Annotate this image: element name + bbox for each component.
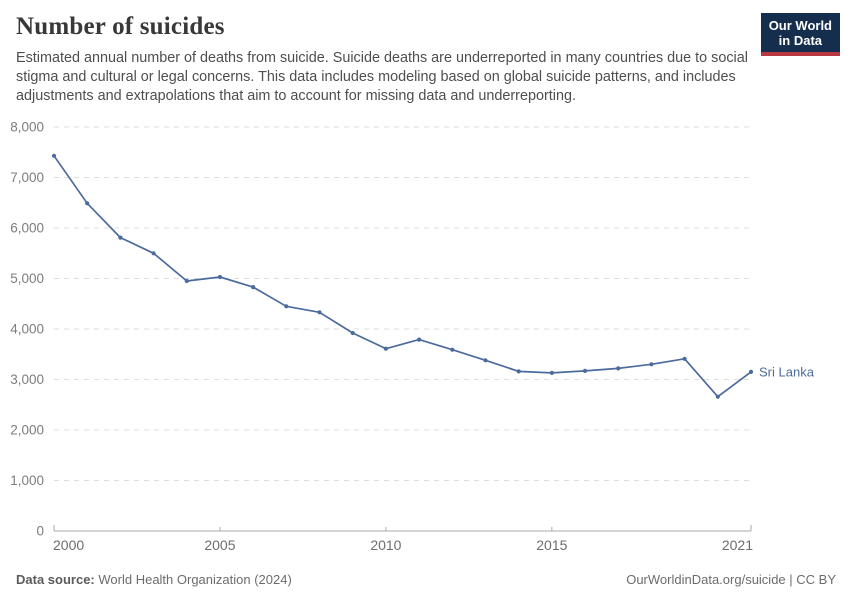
data-point[interactable] — [616, 366, 621, 371]
data-point[interactable] — [184, 278, 189, 284]
y-tick-label: 6,000 — [10, 221, 44, 236]
data-point[interactable] — [85, 201, 90, 206]
data-point[interactable] — [51, 153, 57, 158]
series-line-sri-lanka[interactable] — [53, 154, 752, 398]
owid-logo-line2: in Data — [778, 33, 823, 48]
data-point[interactable] — [450, 347, 455, 352]
chart-header: Number of suicides Estimated annual numb… — [16, 13, 750, 106]
owid-logo[interactable]: Our World in Data — [760, 13, 840, 56]
data-point[interactable] — [217, 274, 223, 280]
data-point[interactable] — [715, 394, 720, 399]
data-point[interactable] — [251, 285, 256, 290]
data-point[interactable] — [516, 369, 521, 374]
chart-subtitle: Estimated annual number of deaths from s… — [16, 50, 748, 104]
data-point[interactable] — [549, 370, 555, 375]
y-tick-label: 2,000 — [10, 423, 44, 438]
x-tick-label: 2021 — [722, 537, 753, 553]
data-point[interactable] — [483, 358, 488, 363]
x-tick-label: 2015 — [536, 537, 567, 553]
x-tick-label: 2005 — [204, 537, 235, 553]
x-tick-label: 2010 — [370, 537, 401, 553]
y-tick-label: 8,000 — [10, 120, 44, 135]
chart-area[interactable]: 0 1,000 2,000 3,000 4,000 5,000 6,000 7,000 8,00… — [0, 113, 850, 563]
y-tick-label: 4,000 — [10, 322, 44, 337]
data-source: Data source: World Health Organization (… — [16, 572, 292, 587]
data-point[interactable] — [417, 337, 422, 342]
chart-footer: Data source: World Health Organization (… — [16, 572, 836, 587]
y-tick-label: 7,000 — [10, 170, 44, 185]
data-point[interactable] — [682, 356, 687, 361]
series-end-label[interactable]: Sri Lanka — [759, 364, 815, 379]
y-tick-label: 0 — [36, 524, 44, 539]
data-point[interactable] — [284, 304, 289, 309]
data-point[interactable] — [748, 369, 754, 374]
data-point[interactable] — [151, 251, 156, 256]
data-point[interactable] — [118, 235, 123, 240]
data-point[interactable] — [350, 330, 355, 336]
license-link[interactable]: OurWorldinData.org/suicide | CC BY — [626, 572, 836, 587]
x-tick-label: 2000 — [53, 537, 84, 553]
page-title: Number of suicides — [16, 13, 225, 40]
line-chart-canvas[interactable]: 0 1,000 2,000 3,000 4,000 5,000 6,000 7,000 8,00… — [0, 113, 850, 558]
data-source-label: Data source: — [16, 572, 95, 587]
data-point[interactable] — [317, 310, 322, 315]
data-point[interactable] — [383, 346, 388, 351]
y-tick-label: 3,000 — [10, 372, 44, 387]
y-tick-label: 1,000 — [10, 473, 44, 488]
data-source-value: World Health Organization (2024) — [98, 572, 292, 587]
data-point[interactable] — [582, 368, 588, 373]
data-point[interactable] — [649, 362, 654, 367]
owid-logo-line1: Our World — [768, 18, 832, 33]
y-tick-label: 5,000 — [10, 271, 44, 286]
